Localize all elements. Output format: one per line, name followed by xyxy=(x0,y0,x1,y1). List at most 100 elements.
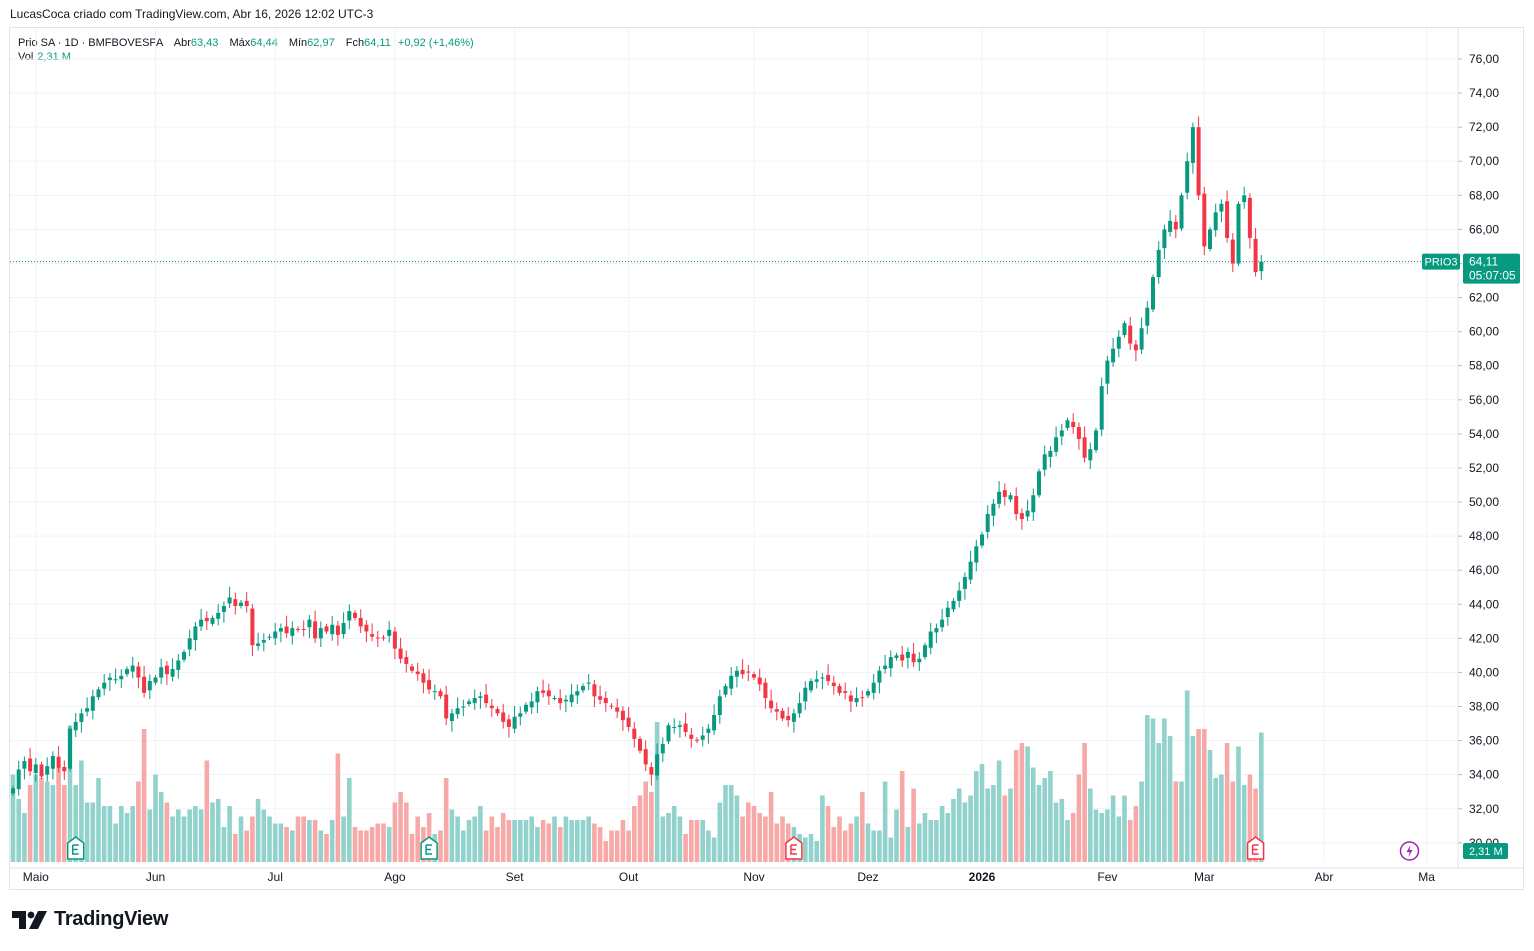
volume-bar xyxy=(1247,774,1253,862)
candle-body xyxy=(193,626,198,641)
earnings-marker-icon[interactable] xyxy=(66,836,85,860)
volume-bar xyxy=(1048,771,1053,862)
volume-bar xyxy=(10,774,16,862)
candle-body xyxy=(1071,421,1076,428)
volume-bar xyxy=(780,816,785,862)
volume-bar xyxy=(204,760,210,862)
volume-bar xyxy=(506,820,512,862)
candle-body xyxy=(1065,420,1070,428)
candle-body xyxy=(1242,195,1247,203)
earnings-marker-icon[interactable] xyxy=(1246,836,1265,860)
volume-bar xyxy=(603,841,609,862)
candle-body xyxy=(427,680,432,690)
candle-body xyxy=(90,696,95,711)
candle-body xyxy=(997,491,1002,504)
candle-body xyxy=(176,660,181,670)
candle-body xyxy=(911,653,916,663)
lightning-marker-icon[interactable] xyxy=(1399,841,1420,861)
tradingview-logo[interactable]: TradingView xyxy=(12,908,168,931)
candle-body xyxy=(980,534,984,546)
candle-body xyxy=(1236,203,1241,264)
candle-body xyxy=(153,677,158,683)
tradingview-logo-text: TradingView xyxy=(54,908,169,930)
volume-bar xyxy=(1019,743,1025,862)
candle-body xyxy=(467,701,471,704)
candle-body xyxy=(558,698,563,704)
price-tag: 64,11 xyxy=(1469,255,1498,269)
ticker-tag-bg xyxy=(1422,253,1460,270)
volume-bar xyxy=(101,806,107,862)
y-tick-label: 72,00 xyxy=(1469,120,1499,134)
volume-bar xyxy=(865,823,871,862)
candle-body xyxy=(615,707,620,712)
y-tick-label: 36,00 xyxy=(1469,734,1499,748)
volume-bar xyxy=(711,837,717,862)
legend-high-label: Máx xyxy=(229,37,251,49)
y-tick-label: 60,00 xyxy=(1469,325,1499,339)
candle-body xyxy=(1054,437,1059,452)
candle-body xyxy=(472,698,477,704)
candle-body xyxy=(182,651,186,660)
candle-body xyxy=(284,626,289,634)
candle-body xyxy=(1094,430,1098,451)
volume-bar xyxy=(386,827,392,862)
candle-body xyxy=(341,623,346,635)
volume-bar xyxy=(1082,743,1087,862)
volume-bar xyxy=(1179,781,1184,862)
volume-bar xyxy=(141,729,147,862)
candle-body xyxy=(495,709,500,714)
candle-body xyxy=(233,599,238,606)
volume-bar xyxy=(90,802,96,862)
earnings-marker-letter xyxy=(1251,844,1259,855)
volume-bar xyxy=(974,771,979,862)
candle-body xyxy=(529,701,534,708)
candle-body xyxy=(820,677,825,679)
candle-body xyxy=(1116,336,1121,349)
candle-body xyxy=(1151,277,1155,310)
volume-bar xyxy=(158,792,164,862)
earnings-marker-icon[interactable] xyxy=(420,836,438,860)
candle-body xyxy=(962,577,967,589)
y-tick-label: 62,00 xyxy=(1469,291,1499,305)
candle-body xyxy=(387,629,392,636)
y-tick-label: 56,00 xyxy=(1469,393,1499,407)
volume-bar xyxy=(449,809,455,862)
volume-bar xyxy=(272,823,278,862)
candle-body xyxy=(1139,328,1144,350)
volume-bar xyxy=(706,830,711,862)
volume-bar xyxy=(124,813,130,862)
candle-body xyxy=(364,624,369,632)
volume-bar xyxy=(335,753,341,862)
volume-bar xyxy=(255,799,261,862)
volume-bar xyxy=(654,722,660,862)
candle-body xyxy=(1059,430,1064,437)
volume-legend: Vol 2,31 M xyxy=(18,51,71,63)
volume-bar xyxy=(746,802,751,862)
candle-body xyxy=(1008,495,1013,500)
earnings-marker-icon[interactable] xyxy=(785,836,803,860)
candle-body xyxy=(244,600,249,606)
candle-body xyxy=(267,636,272,638)
candle-body xyxy=(375,637,380,639)
volume-bar xyxy=(575,820,580,862)
candle-body xyxy=(575,691,580,696)
candle-body xyxy=(227,597,232,604)
candle-body xyxy=(883,665,888,670)
candle-body xyxy=(273,631,278,639)
earnings-marker-letter xyxy=(425,844,433,855)
legend-symbol[interactable]: Prio SA · 1D · BMFBOVESPA xyxy=(18,37,163,49)
volume-label[interactable]: Vol xyxy=(18,51,34,63)
candle-body xyxy=(586,682,591,684)
candle-body xyxy=(147,680,152,691)
volume-bar xyxy=(489,816,495,862)
y-tick-label: 54,00 xyxy=(1469,427,1499,441)
volume-bar xyxy=(176,809,181,862)
candle-body xyxy=(729,675,734,689)
candle-body xyxy=(142,676,147,693)
volume-bar xyxy=(27,785,33,862)
candle-body xyxy=(746,671,751,673)
volume-bar xyxy=(44,781,50,862)
tradingview-logo-icon xyxy=(12,910,47,929)
volume-bar xyxy=(22,813,27,862)
